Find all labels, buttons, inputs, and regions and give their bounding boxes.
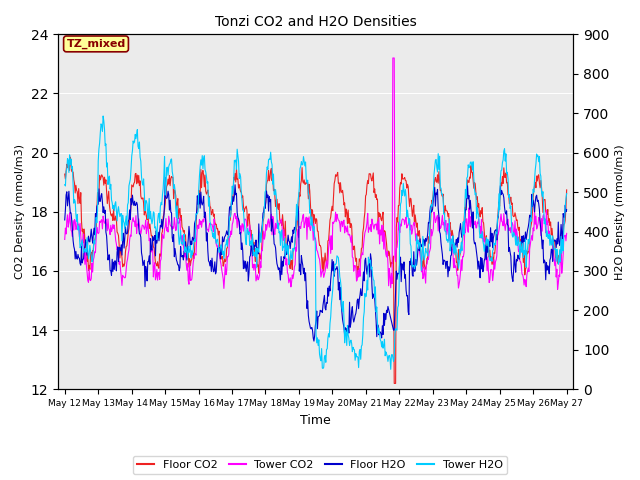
Floor H2O	[161, 175, 169, 180]
Floor H2O	[310, 338, 318, 344]
X-axis label: Time: Time	[300, 414, 331, 427]
Tower H2O	[377, 338, 385, 344]
Tower H2O	[99, 113, 107, 119]
Tower H2O	[122, 213, 130, 219]
Line: Tower CO2: Tower CO2	[65, 58, 566, 289]
Tower H2O	[563, 191, 570, 196]
Y-axis label: CO2 Density (mmol/m3): CO2 Density (mmol/m3)	[15, 144, 25, 279]
Tower H2O	[200, 156, 207, 161]
Floor H2O	[122, 224, 129, 230]
Tower CO2	[389, 55, 397, 61]
Floor CO2	[563, 187, 570, 193]
Floor H2O	[392, 268, 400, 274]
Legend: Floor CO2, Tower CO2, Floor H2O, Tower H2O: Floor CO2, Tower CO2, Floor H2O, Tower H…	[133, 456, 507, 474]
Floor H2O	[70, 243, 77, 249]
Floor H2O	[563, 207, 570, 213]
Floor CO2	[70, 180, 78, 186]
Tower CO2	[392, 259, 399, 264]
Floor CO2	[122, 244, 130, 250]
Tower CO2	[173, 226, 180, 232]
Floor H2O	[200, 193, 207, 199]
Tower CO2	[61, 237, 68, 242]
Tower CO2	[122, 274, 129, 280]
Floor CO2	[173, 201, 181, 207]
Tower CO2	[563, 230, 570, 236]
Tower CO2	[376, 227, 384, 233]
Tower H2O	[387, 366, 395, 372]
Floor CO2	[67, 154, 74, 160]
Floor CO2	[390, 381, 398, 386]
Floor H2O	[173, 259, 181, 265]
Title: Tonzi CO2 and H2O Densities: Tonzi CO2 and H2O Densities	[215, 15, 417, 29]
Floor H2O	[61, 217, 68, 223]
Tower CO2	[199, 216, 207, 222]
Text: TZ_mixed: TZ_mixed	[67, 39, 125, 49]
Floor CO2	[392, 225, 400, 230]
Tower H2O	[173, 203, 181, 209]
Tower CO2	[70, 227, 77, 233]
Line: Tower H2O: Tower H2O	[65, 116, 566, 369]
Floor H2O	[378, 335, 385, 341]
Floor CO2	[200, 172, 207, 178]
Tower H2O	[70, 200, 77, 206]
Tower H2O	[61, 182, 68, 188]
Y-axis label: H2O Density (mmol/m3): H2O Density (mmol/m3)	[615, 144, 625, 280]
Floor CO2	[377, 216, 385, 222]
Floor CO2	[61, 171, 68, 177]
Tower H2O	[392, 326, 400, 332]
Line: Floor CO2: Floor CO2	[65, 157, 566, 384]
Tower CO2	[554, 287, 561, 292]
Line: Floor H2O: Floor H2O	[65, 178, 566, 341]
